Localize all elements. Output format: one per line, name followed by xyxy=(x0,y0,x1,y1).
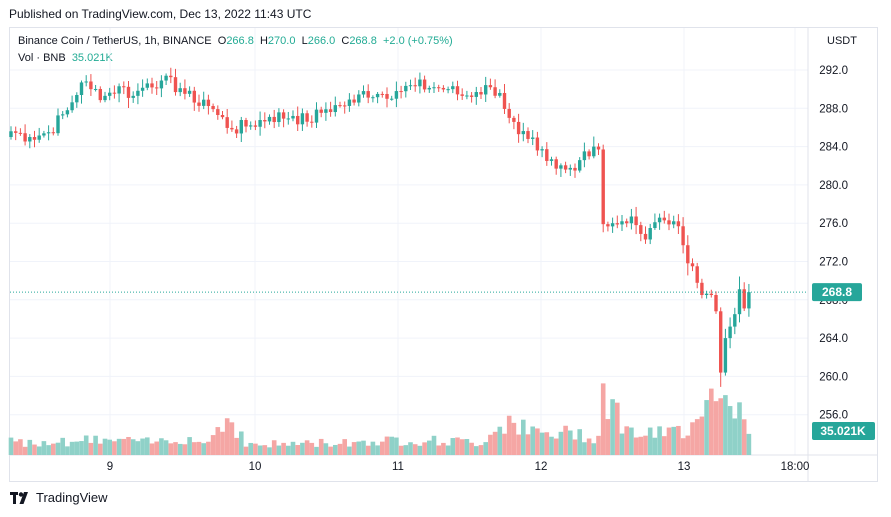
tradingview-branding[interactable]: TradingView xyxy=(10,490,108,505)
tradingview-logo-icon xyxy=(10,491,28,504)
close-value: 268.8 xyxy=(349,35,377,47)
low-value: 266.0 xyxy=(307,35,336,47)
chart-frame[interactable] xyxy=(9,27,878,482)
close-label: C xyxy=(341,35,350,47)
symbol-legend[interactable]: Binance Coin / TetherUS, 1h, BINANCE O26… xyxy=(18,35,453,47)
currency-label[interactable]: USDT xyxy=(827,35,857,47)
symbol-title[interactable]: Binance Coin / TetherUS, 1h, BINANCE xyxy=(18,35,212,47)
high-label: H xyxy=(259,35,268,47)
published-caption: Published on TradingView.com, Dec 13, 20… xyxy=(9,7,312,21)
open-value: 266.8 xyxy=(226,35,254,47)
open-label: O xyxy=(217,35,227,47)
change-value: +2.0 (+0.75%) xyxy=(382,35,453,47)
volume-label: Vol · BNB xyxy=(18,52,66,64)
volume-legend[interactable]: Vol · BNB 35.021K xyxy=(18,52,113,64)
low-label: L xyxy=(301,35,308,47)
tradingview-wordmark: TradingView xyxy=(36,490,108,505)
volume-value: 35.021K xyxy=(71,52,113,64)
high-value: 270.0 xyxy=(267,35,296,47)
